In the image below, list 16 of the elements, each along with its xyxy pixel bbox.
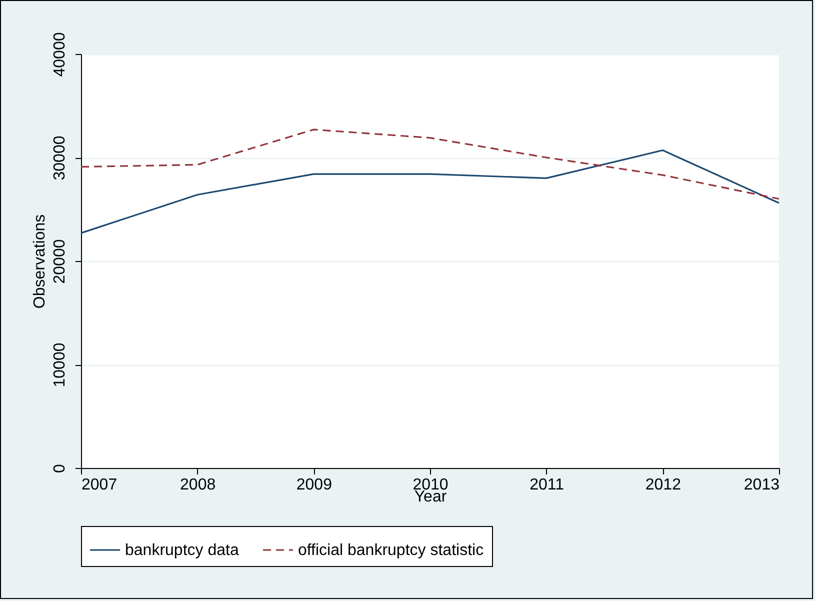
x-tick-label: 2011: [530, 476, 564, 494]
y-tick-label: 10000: [52, 342, 68, 388]
line-series: [80, 128, 780, 200]
legend-label: bankruptcy data: [125, 542, 239, 559]
line-series: [80, 149, 780, 234]
x-tick-label: 2013: [744, 476, 780, 494]
y-tick-label: 0: [52, 464, 68, 473]
y-tick-label: 30000: [52, 136, 68, 180]
y-tick-label: 20000: [52, 239, 68, 284]
x-tick-label: 2009: [296, 476, 332, 494]
legend-label: official bankruptcy statistic: [298, 542, 484, 559]
y-axis-title: Observations: [32, 214, 48, 309]
x-tick-label: 2008: [180, 476, 216, 494]
x-tick-label: 2007: [82, 476, 118, 494]
y-tick-label: 40000: [52, 32, 68, 77]
x-tick-label: 2012: [645, 476, 682, 494]
